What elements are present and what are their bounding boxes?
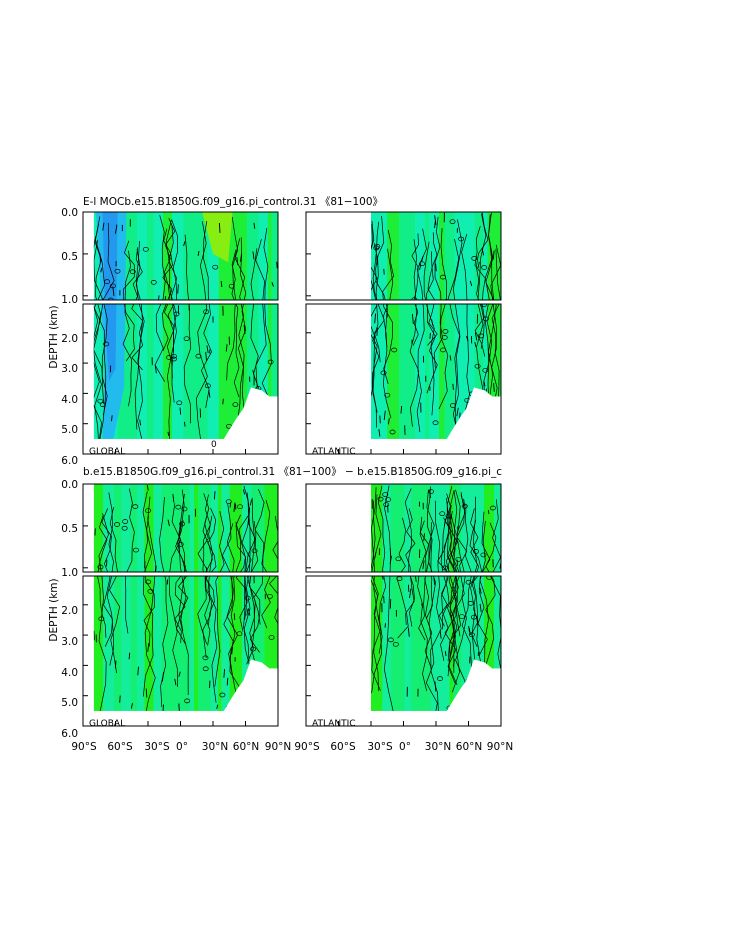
chart-2-atlantic-panel	[305, 483, 502, 727]
chart-1-global-label: GLOBAL	[89, 447, 125, 457]
xtick-label: 90°S	[294, 741, 320, 753]
ytick-label: 5.0	[61, 424, 78, 436]
xtick-label: 30°S	[144, 741, 170, 753]
chart-1-ytick-labels: 0.0 0.5 1.0 2.0 3.0 4.0 5.0 6.0	[61, 207, 78, 467]
ytick-label: 6.0	[61, 728, 78, 740]
xtick-label: 0°	[399, 741, 411, 753]
ytick-label: 4.0	[61, 394, 78, 406]
xtick-label: 90°N	[487, 741, 513, 753]
chart-2-ylabel: DEPTH (km)	[48, 578, 60, 641]
ytick-label: 0.5	[61, 523, 78, 535]
ytick-label: 0.0	[61, 207, 78, 219]
x-axis-labels-atlantic: 90°S 60°S 30°S 0° 30°N 60°N 90°N	[294, 741, 513, 753]
chart-1-ylabel: DEPTH (km)	[48, 305, 60, 368]
ytick-label: 2.0	[61, 333, 78, 345]
xtick-label: 60°N	[233, 741, 259, 753]
ytick-label: 3.0	[61, 636, 78, 648]
ytick-label: 4.0	[61, 667, 78, 679]
chart-2-title: b.e15.B1850G.f09_g16.pi_control.31 《81−1…	[83, 466, 502, 478]
chart-1-contour-label: 0	[211, 440, 217, 450]
chart-2-ytick-labels: 0.0 0.5 1.0 2.0 3.0 4.0 5.0 6.0	[61, 479, 78, 740]
xtick-label: 0°	[176, 741, 188, 753]
xtick-label: 30°N	[202, 741, 228, 753]
ytick-label: 1.0	[61, 567, 78, 579]
ytick-label: 5.0	[61, 697, 78, 709]
x-axis-labels-global: 90°S 60°S 30°S 0° 30°N 60°N 90°N	[71, 741, 291, 753]
chart-1-global-panel	[82, 211, 279, 455]
chart-1-atlantic-panel	[305, 211, 502, 455]
ytick-label: 6.0	[61, 455, 78, 467]
xtick-label: 30°N	[425, 741, 451, 753]
xtick-label: 60°N	[456, 741, 482, 753]
ytick-label: 3.0	[61, 363, 78, 375]
ytick-label: 1.0	[61, 294, 78, 306]
chart-1-title: E-l MOCb.e15.B1850G.f09_g16.pi_control.3…	[83, 196, 383, 208]
chart-2-global-panel	[82, 483, 279, 727]
ytick-label: 0.0	[61, 479, 78, 491]
xtick-label: 30°S	[367, 741, 393, 753]
chart-2-atlantic-label: ATLANTIC	[312, 719, 356, 729]
ytick-label: 0.5	[61, 251, 78, 263]
ytick-label: 2.0	[61, 605, 78, 617]
chart-2-global-label: GLOBAL	[89, 719, 125, 729]
chart-1-atlantic-label: ATLANTIC	[312, 447, 356, 457]
xtick-label: 60°S	[330, 741, 356, 753]
xtick-label: 60°S	[107, 741, 133, 753]
xtick-label: 90°S	[71, 741, 97, 753]
xtick-label: 90°N	[265, 741, 291, 753]
